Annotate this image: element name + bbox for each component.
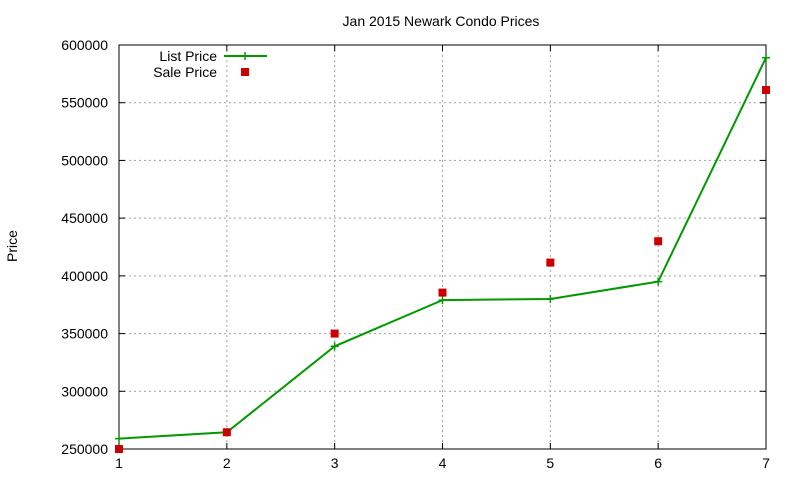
y-tick-label: 400000 [61, 268, 108, 284]
chart-title: Jan 2015 Newark Condo Prices [343, 13, 540, 29]
x-tick-label: 7 [762, 455, 770, 471]
x-tick-label: 2 [223, 455, 231, 471]
x-tick-label: 5 [546, 455, 554, 471]
y-tick-label: 350000 [61, 326, 108, 342]
grid-lines [119, 45, 766, 449]
square-marker [115, 445, 123, 453]
x-tick-label: 1 [115, 455, 123, 471]
square-marker [762, 86, 770, 95]
y-tick-label: 500000 [61, 152, 108, 168]
y-tick-label: 550000 [61, 95, 108, 111]
square-marker [330, 329, 339, 338]
square-marker [222, 428, 231, 437]
plus-marker [330, 342, 339, 351]
list-price-series [115, 53, 770, 443]
plus-marker [241, 52, 249, 60]
legend-label-list-price: List Price [159, 48, 217, 64]
plus-marker [762, 53, 770, 62]
x-tick-label: 3 [331, 455, 339, 471]
tick-labels: 1 2 3 4 5 6 7 250000 300000 350000 400000 450000 500… [61, 37, 770, 471]
plus-marker [115, 434, 123, 443]
square-marker [241, 68, 249, 76]
plus-marker [438, 296, 447, 305]
plot-frame [118, 44, 767, 450]
x-tick-label: 4 [439, 455, 447, 471]
plus-marker [546, 294, 555, 303]
y-tick-label: 300000 [61, 383, 108, 399]
x-tick-label: 6 [654, 455, 662, 471]
y-tick-label: 600000 [61, 37, 108, 53]
sale-price-series [115, 86, 770, 453]
y-axis-label: Price [4, 230, 20, 262]
legend-label-sale-price: Sale Price [153, 64, 217, 80]
square-marker [546, 258, 555, 267]
y-tick-label: 450000 [61, 210, 108, 226]
plus-marker [654, 277, 663, 286]
square-marker [438, 288, 447, 297]
series-layer [115, 53, 770, 453]
square-marker [654, 237, 663, 246]
y-tick-label: 250000 [61, 441, 108, 457]
